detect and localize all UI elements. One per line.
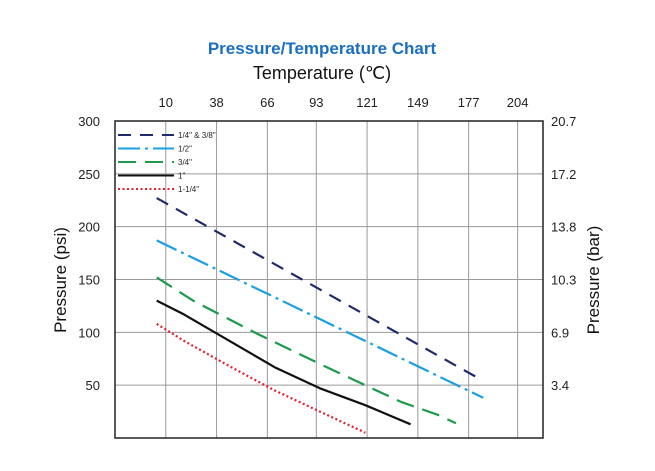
x-tick-labels: 10 38 66 93 121 149 177 204 bbox=[159, 95, 529, 110]
x-tick-label: 121 bbox=[356, 95, 378, 110]
x-tick-label: 66 bbox=[260, 95, 274, 110]
y-tick-label: 50 bbox=[86, 378, 100, 393]
y-tick-label: 300 bbox=[78, 114, 100, 129]
y2-tick-labels: 20.7 17.2 13.8 10.3 6.9 3.4 bbox=[551, 114, 576, 393]
y2-tick-label: 6.9 bbox=[551, 325, 569, 340]
legend-label-0: 1/4" & 3/8" bbox=[178, 131, 216, 140]
y2-tick-label: 3.4 bbox=[551, 378, 569, 393]
y-tick-label: 250 bbox=[78, 167, 100, 182]
y-tick-label: 150 bbox=[78, 273, 100, 288]
series-line-2 bbox=[156, 276, 457, 425]
legend-label-3: 1" bbox=[178, 172, 185, 181]
y-tick-labels: 300 250 200 150 100 50 bbox=[78, 114, 100, 393]
plot-frame bbox=[114, 120, 544, 439]
legend-label-2: 3/4" bbox=[178, 158, 192, 167]
y2-tick-label: 20.7 bbox=[551, 114, 576, 129]
x-tick-label: 149 bbox=[407, 95, 429, 110]
legend-label-4: 1-1/4" bbox=[178, 185, 199, 194]
x-tick-label: 93 bbox=[309, 95, 323, 110]
legend: 1/4" & 3/8" 1/2" 3/4" 1" 1-1/4" bbox=[118, 131, 216, 194]
y2-axis-label: Pressure (bar) bbox=[584, 226, 603, 335]
y2-tick-label: 13.8 bbox=[551, 220, 576, 235]
x-tick-label: 177 bbox=[458, 95, 480, 110]
series-line-4 bbox=[156, 322, 366, 434]
series-lines bbox=[156, 197, 484, 434]
y-tick-label: 200 bbox=[78, 220, 100, 235]
x-tick-label: 10 bbox=[159, 95, 173, 110]
series-line-3 bbox=[156, 299, 412, 426]
y-axis-label: Pressure (psi) bbox=[51, 227, 70, 333]
y2-tick-label: 10.3 bbox=[551, 273, 576, 288]
y-tick-label: 100 bbox=[78, 325, 100, 340]
chart-subtitle: Temperature (℃) bbox=[253, 63, 391, 83]
x-tick-label: 204 bbox=[507, 95, 529, 110]
y2-tick-label: 17.2 bbox=[551, 167, 576, 182]
chart-title: Pressure/Temperature Chart bbox=[208, 39, 437, 58]
x-tick-label: 38 bbox=[209, 95, 223, 110]
series-line-1 bbox=[156, 239, 484, 399]
series-line-0 bbox=[156, 197, 479, 379]
legend-label-1: 1/2" bbox=[178, 145, 192, 154]
grid bbox=[115, 120, 543, 438]
